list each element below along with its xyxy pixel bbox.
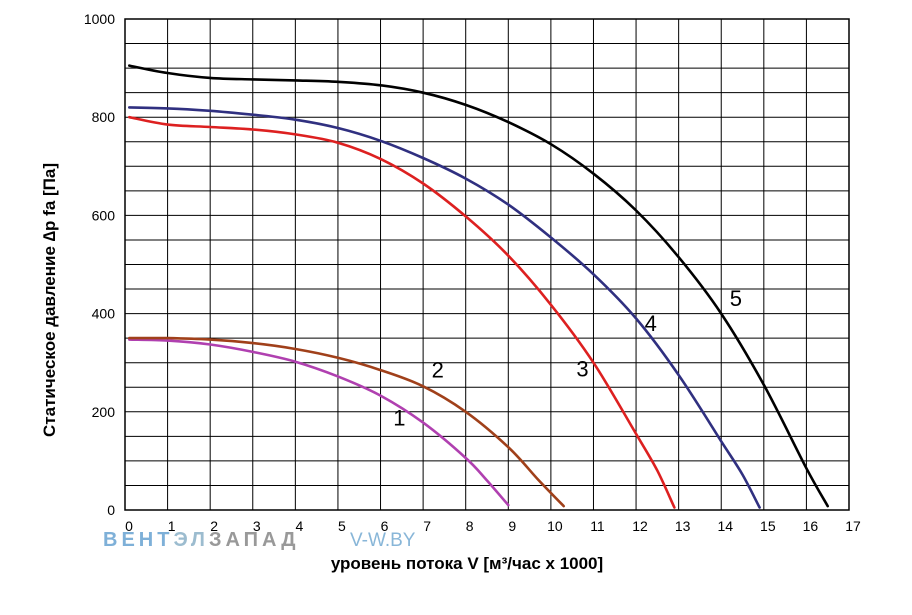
y-tick-label: 0 — [107, 502, 115, 518]
x-tick-label: 8 — [466, 518, 474, 534]
curve-label-2: 2 — [432, 357, 444, 382]
x-tick-label: 3 — [253, 518, 261, 534]
watermark-logo: ВЕНТЭЛЗАПАД — [103, 529, 299, 551]
x-tick-label: 16 — [803, 518, 819, 534]
watermark-brand-mid: ЭЛ — [173, 529, 209, 551]
curve-3 — [128, 115, 676, 509]
y-tick-label: 800 — [92, 109, 116, 125]
y-axis-label: Статическое давление ∆p fa [Па] — [40, 163, 59, 437]
watermark-brand-blue: ВЕНТ — [103, 529, 173, 551]
x-tick-label: 10 — [547, 518, 563, 534]
y-tick-label: 400 — [92, 306, 116, 322]
curve-5 — [128, 64, 829, 508]
x-tick-label: 13 — [675, 518, 691, 534]
x-tick-label: 2 — [210, 518, 218, 534]
watermark-site: V-W.BY — [350, 530, 416, 551]
x-axis-label: уровень потока V [м³/час x 1000] — [331, 554, 603, 573]
y-tick-label: 600 — [92, 207, 116, 223]
x-tick-label: 14 — [717, 518, 733, 534]
x-tick-label: 15 — [760, 518, 776, 534]
x-tick-label: 5 — [338, 518, 346, 534]
x-tick-label: 6 — [381, 518, 389, 534]
y-tick-label: 200 — [92, 404, 116, 420]
curve-label-1: 1 — [393, 406, 405, 431]
x-tick-labels: 0 1 2 3 4 5 6 7 8 9 10 11 12 13 14 15 16 17 — [125, 518, 861, 534]
curve-label-5: 5 — [730, 286, 742, 311]
x-tick-label: 1 — [168, 518, 176, 534]
x-tick-label: 7 — [423, 518, 431, 534]
y-tick-label: 1000 — [84, 11, 115, 27]
y-tick-labels: 0 200 400 600 800 1000 — [84, 11, 115, 518]
curve-1 — [128, 338, 510, 507]
curve-labels: 1 2 3 4 5 — [393, 286, 742, 430]
x-tick-label: 17 — [845, 518, 861, 534]
x-tick-label: 0 — [125, 518, 133, 534]
watermark-brand-dark: ЗАПАД — [209, 529, 300, 551]
curve-label-3: 3 — [576, 356, 588, 381]
x-tick-label: 11 — [590, 518, 605, 534]
plot-frame — [124, 18, 850, 511]
x-tick-label: 9 — [508, 518, 516, 534]
curves — [128, 64, 829, 509]
curve-2 — [128, 336, 565, 508]
x-tick-label: 12 — [632, 518, 648, 534]
x-tick-label: 4 — [295, 518, 303, 534]
curve-label-4: 4 — [645, 311, 657, 336]
watermark: ВЕНТЭЛЗАПАД V-W.BY — [103, 529, 416, 551]
grid — [125, 19, 849, 510]
curve-4 — [128, 106, 761, 509]
